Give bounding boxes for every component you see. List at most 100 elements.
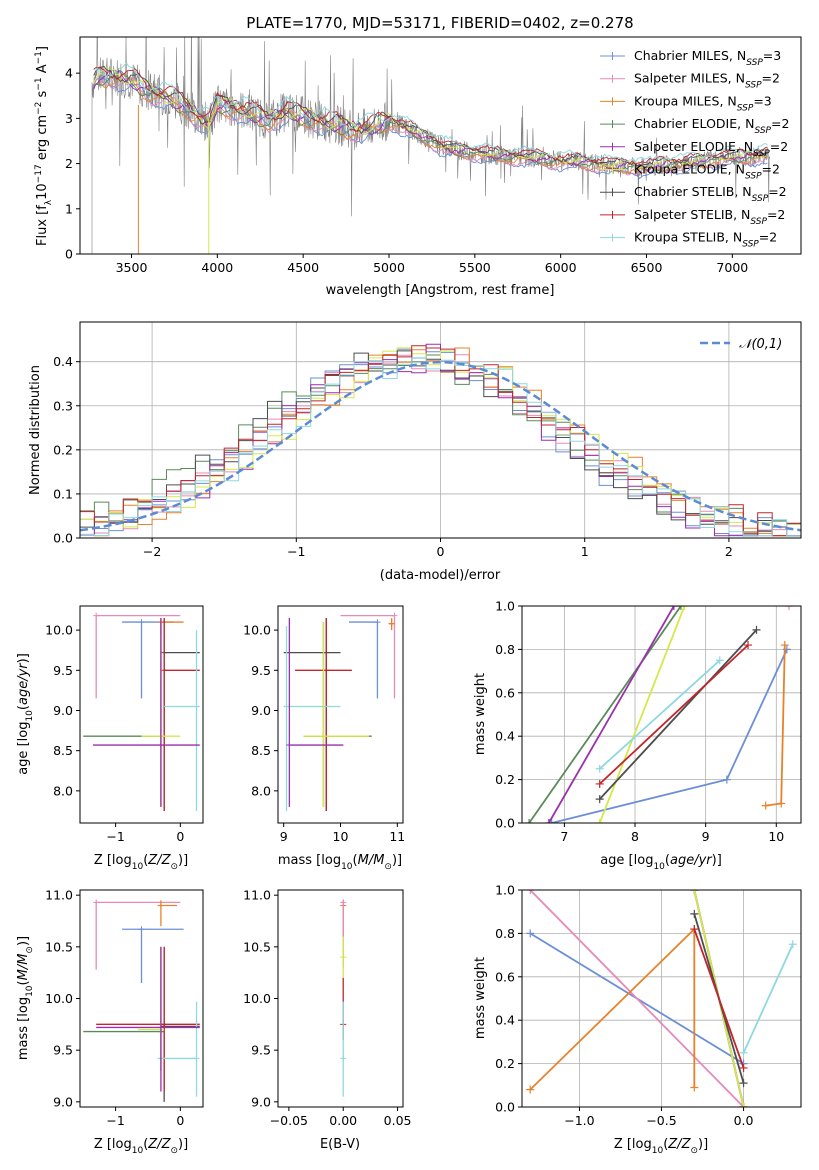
series-Salpeter_ELODIE <box>544 606 678 823</box>
y-tick-label: 10.5 <box>45 939 73 954</box>
y-axis-label: mass [log10(M/M⊙)] <box>16 936 35 1060</box>
label-part: 10 <box>341 862 353 872</box>
x-axis-label: wavelength [Angstrom, rest frame] <box>326 283 555 298</box>
series-marker <box>739 1048 748 1057</box>
y-tick-label: 11.0 <box>45 888 73 903</box>
series-Kroupa_ELODIE <box>595 606 689 823</box>
label-part: ( <box>353 853 358 868</box>
x-tick-label: −1.0 <box>564 1113 594 1128</box>
label-part: )] <box>712 853 722 868</box>
axes-frame <box>79 605 204 824</box>
point-marker <box>391 612 398 619</box>
y-tick-label: 1.0 <box>495 883 515 898</box>
label-part: s <box>35 90 50 101</box>
point-marker <box>374 619 381 626</box>
legend-text: Chabrier MILES, N <box>634 48 746 63</box>
series-marker <box>595 779 604 788</box>
hist-Salpeter_STELIB <box>80 345 801 537</box>
label-part: 10 <box>25 985 35 997</box>
legend-text: Kroupa STELIB, N <box>634 230 742 245</box>
label-part: 10 <box>132 1146 144 1156</box>
legend-entry: Kroupa MILES, NSSP=3 <box>634 93 772 113</box>
legend-entry: Kroupa ELODIE, NSSP=2 <box>634 162 780 182</box>
series-marker <box>595 819 604 823</box>
point-Kroupa_STELIB <box>164 630 200 811</box>
y-tick-label: 9.5 <box>53 1043 73 1058</box>
x-tick-label: 6000 <box>545 260 577 275</box>
x-tick-label: −1 <box>106 1113 124 1128</box>
point-Kroupa_ELODIE <box>303 622 369 807</box>
series-marker <box>526 890 535 894</box>
label-part: −1 <box>34 77 44 90</box>
label-part: −1 <box>34 51 44 64</box>
y-tick-label: 9.0 <box>251 1094 271 1109</box>
y-tick-label: 0.2 <box>495 772 515 787</box>
series-line <box>598 606 686 823</box>
x-tick-label: 5500 <box>459 260 491 275</box>
label-part: λ <box>44 199 54 205</box>
y-tick-label: 0.6 <box>495 969 515 984</box>
point-Kroupa_ELODIE <box>340 936 347 978</box>
series-line <box>548 606 675 823</box>
label-part: 10 <box>653 862 665 872</box>
hist-Kroupa_STELIB <box>80 357 801 537</box>
label-part: )] <box>16 936 31 946</box>
point-Salpeter_ELODIE <box>92 618 200 807</box>
series-Salpeter_STELIB <box>595 641 753 788</box>
x-tick-label: 2 <box>725 544 733 559</box>
axes: −1 09.09.510.010.511.0Z [log10(Z/Z⊙)]mass… <box>16 888 204 1156</box>
label-part: 10 <box>652 1146 664 1156</box>
label-part: ( <box>143 853 148 868</box>
legend-sub: SSP <box>737 103 754 113</box>
y-tick-label: 0 <box>65 247 73 262</box>
axes-frame <box>277 605 404 824</box>
series-line <box>599 629 758 800</box>
y-tick-label: 0.6 <box>495 685 515 700</box>
y-tick-label: 0.0 <box>495 816 515 831</box>
label-part: ⊙ <box>384 862 392 872</box>
y-tick-label: 10.0 <box>243 623 271 638</box>
x-tick-label: 9 <box>280 829 288 844</box>
x-tick-label: 10 <box>333 829 349 844</box>
series-marker <box>715 656 724 665</box>
legend-entry: Salpeter STELIB, NSSP=2 <box>634 207 785 227</box>
x-tick-label: −0.5 <box>646 1113 676 1128</box>
x-axis-label: (data-model)/error <box>380 568 501 583</box>
label-part: ] <box>35 46 50 51</box>
x-axis-label: E(B-V) <box>320 1137 360 1152</box>
x-tick-label: −1 <box>287 544 305 559</box>
y-tick-label: 0.4 <box>53 354 73 369</box>
legend-entry: 𝒩(0,1) <box>739 337 782 352</box>
axes-frame <box>277 889 404 1108</box>
y-tick-label: 1.0 <box>495 599 515 614</box>
point-marker <box>138 926 145 933</box>
point-marker <box>138 619 145 626</box>
x-tick-label: 0.0 <box>734 1113 754 1128</box>
series-marker <box>739 1079 748 1088</box>
legend-sub: SSP <box>753 149 770 159</box>
x-tick-label: 0 <box>176 1113 184 1128</box>
series-line <box>529 890 745 1107</box>
series-marker <box>547 819 556 823</box>
y-tick-label: 0.3 <box>53 398 73 413</box>
x-tick-label: 9 <box>702 829 710 844</box>
axes-frame <box>79 321 802 539</box>
series-marker <box>526 1085 535 1094</box>
model-Salpeter_ELODIE <box>93 69 768 173</box>
point-Chabrier_STELIB <box>161 618 200 811</box>
label-part: mass [log <box>16 997 31 1060</box>
legend-n: =2 <box>768 184 786 199</box>
series-marker <box>722 775 731 784</box>
series-marker <box>669 606 678 610</box>
legend-text: Salpeter ELODIE, N <box>634 139 753 154</box>
y-tick-label: 9.5 <box>251 1043 271 1058</box>
x-tick-label: 0.00 <box>329 1113 357 1128</box>
point-Salpeter_MILES <box>340 612 398 699</box>
legend-sub: SSP <box>746 58 763 68</box>
point-Chabrier_ELODIE <box>83 622 164 807</box>
series-marker <box>744 641 753 650</box>
legend-sub: SSP <box>745 81 762 91</box>
series-line <box>528 606 682 823</box>
